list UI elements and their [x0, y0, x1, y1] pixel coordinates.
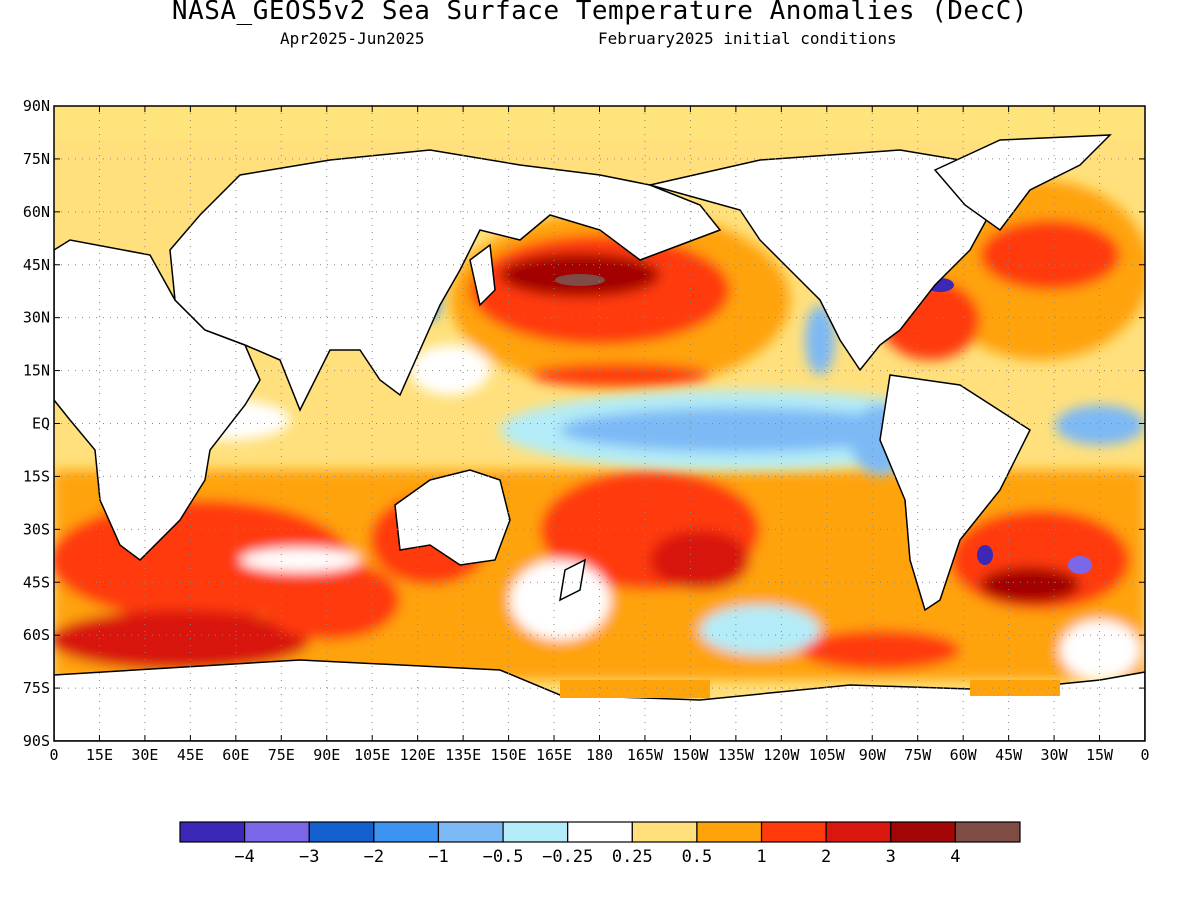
latitude-axis: 90N 75N 60N 45N 30N 15N EQ 15S 30S 45S 60S 75S 90S	[23, 97, 1145, 750]
lon-tick-label: 150E	[491, 746, 527, 764]
lon-tick-label: 30E	[131, 746, 158, 764]
colorbar-swatch	[308, 821, 375, 843]
colorbar-swatch	[502, 821, 569, 843]
lon-tick-label: 135W	[718, 746, 755, 764]
lat-tick-label: 90N	[23, 97, 50, 115]
lat-tick-label: 60S	[23, 626, 50, 644]
colorbar-label: 2	[821, 847, 831, 867]
colorbar-swatch	[760, 821, 827, 843]
graticule	[54, 106, 1145, 741]
lon-tick-label: 15E	[86, 746, 113, 764]
lon-tick-label: 165E	[536, 746, 572, 764]
lon-tick-label: 90E	[313, 746, 340, 764]
colorbar-label: −0.5	[483, 847, 524, 867]
colorbar-swatch	[631, 821, 698, 843]
lon-tick-label: 90W	[859, 746, 887, 764]
lat-tick-label: 45S	[23, 573, 50, 591]
lat-tick-label: 60N	[23, 203, 50, 221]
colorbar-label: −3	[299, 847, 319, 867]
lat-tick-label: 15N	[23, 362, 50, 380]
lon-tick-label: 0	[49, 746, 58, 764]
continents	[54, 134, 1145, 741]
lon-tick-label: 75E	[268, 746, 295, 764]
lat-tick-label: EQ	[32, 415, 50, 433]
lon-tick-label: 30W	[1041, 746, 1069, 764]
lat-tick-label: 75N	[23, 150, 50, 168]
lat-tick-label: 15S	[23, 467, 50, 485]
colorbar-label: −4	[234, 847, 254, 867]
colorbar-label: −2	[364, 847, 384, 867]
lon-tick-label: 180	[586, 746, 613, 764]
lon-tick-label: 105E	[354, 746, 390, 764]
colorbar-swatch	[890, 821, 956, 843]
colorbar-label: 4	[950, 847, 960, 867]
lon-tick-label: 45E	[177, 746, 204, 764]
lat-tick-label: 30S	[23, 520, 50, 538]
colorbar-swatch	[567, 821, 633, 843]
lon-tick-label: 0	[1140, 746, 1149, 764]
colorbar-swatch	[825, 821, 892, 843]
lon-tick-label: 135E	[445, 746, 481, 764]
colorbar: −4 −3 −2 −1 −0.5 −0.25 0.25 0.5 1 2 3 4	[179, 821, 1021, 867]
colorbar-swatch	[244, 821, 310, 843]
colorbar-label: −1	[428, 847, 448, 867]
colorbar-swatch	[696, 821, 763, 843]
lat-tick-label: 75S	[23, 679, 50, 697]
colorbar-label: −0.25	[542, 847, 593, 867]
lon-tick-label: 60W	[950, 746, 978, 764]
initial-conditions: February2025 initial conditions	[598, 29, 897, 48]
lat-tick-label: 30N	[23, 309, 50, 327]
colorbar-label: 1	[756, 847, 766, 867]
lon-tick-label: 120W	[763, 746, 800, 764]
forecast-period: Apr2025-Jun2025	[280, 29, 425, 48]
colorbar-swatch	[954, 821, 1021, 843]
colorbar-label: 3	[886, 847, 896, 867]
lon-tick-label: 60E	[222, 746, 249, 764]
colorbar-swatch	[437, 821, 504, 843]
lat-tick-label: 90S	[23, 732, 50, 750]
map-title: NASA_GEOS5v2 Sea Surface Temperature Ano…	[171, 0, 1029, 26]
colorbar-label: 0.5	[682, 847, 713, 867]
longitude-axis: 0 15E 30E 45E 60E 75E 90E 105E 120E 135E 150E 165E 1…	[49, 106, 1150, 764]
lon-tick-label: 165W	[627, 746, 664, 764]
lon-tick-label: 15W	[1086, 746, 1114, 764]
colorbar-label: 0.25	[612, 847, 653, 867]
lon-tick-label: 45W	[995, 746, 1023, 764]
colorbar-swatch	[179, 821, 246, 843]
lon-tick-label: 75W	[904, 746, 932, 764]
lat-tick-label: 45N	[23, 256, 50, 274]
lon-tick-label: 120E	[400, 746, 436, 764]
colorbar-swatch	[373, 821, 440, 843]
lon-tick-label: 105W	[809, 746, 846, 764]
lon-tick-label: 150W	[672, 746, 709, 764]
